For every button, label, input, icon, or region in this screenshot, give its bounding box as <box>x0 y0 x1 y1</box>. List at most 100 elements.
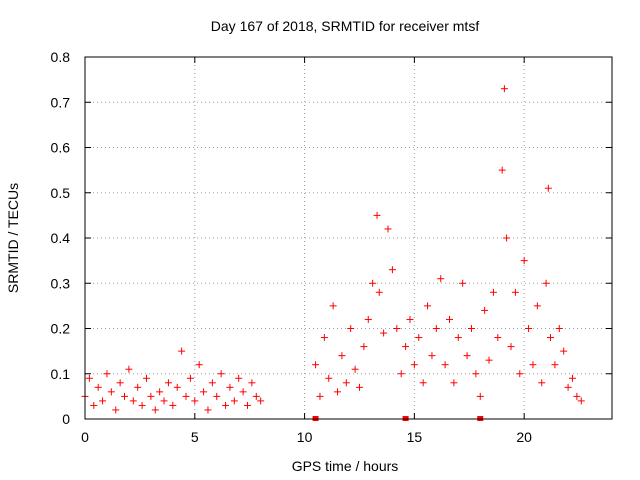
data-point <box>410 361 418 369</box>
data-point <box>151 406 159 414</box>
y-tick-label: 0.1 <box>51 366 71 382</box>
y-tick-labels: 0 0.1 0.2 0.3 0.4 0.5 0.6 0.7 0.8 <box>51 49 71 427</box>
data-point <box>388 266 396 274</box>
data-point <box>547 334 555 342</box>
data-point <box>507 343 515 351</box>
y-tick-label: 0.5 <box>51 185 71 201</box>
data-point <box>364 315 372 323</box>
x-tick-label: 20 <box>516 429 532 445</box>
data-point <box>107 388 115 396</box>
data-point <box>542 279 550 287</box>
data-point <box>134 383 142 391</box>
data-point <box>538 379 546 387</box>
data-point <box>195 361 203 369</box>
y-tick-label: 0.2 <box>51 321 71 337</box>
data-point <box>500 85 508 93</box>
data-point <box>463 352 471 360</box>
data-point <box>397 370 405 378</box>
data-point <box>226 383 234 391</box>
data-point <box>208 379 216 387</box>
x-tick-label: 15 <box>407 429 423 445</box>
data-point <box>160 397 168 405</box>
x-tick-label: 10 <box>297 429 313 445</box>
data-point <box>544 184 552 192</box>
y-tick-label: 0.8 <box>51 49 71 65</box>
data-point <box>573 392 581 400</box>
data-point <box>551 361 559 369</box>
data-point <box>186 374 194 382</box>
data-point <box>252 392 260 400</box>
data-point <box>243 401 251 409</box>
grid-layer <box>85 57 612 419</box>
data-point <box>116 379 124 387</box>
data-point <box>316 392 324 400</box>
data-point <box>342 379 350 387</box>
data-point <box>432 325 440 332</box>
data-point <box>338 352 346 360</box>
data-point <box>173 383 181 391</box>
data-point <box>459 279 467 287</box>
data-point <box>85 374 93 382</box>
y-tick-label: 0.4 <box>51 230 71 246</box>
data-point <box>178 347 186 355</box>
data-point <box>125 365 133 373</box>
data-point <box>498 166 506 174</box>
data-point <box>355 383 363 391</box>
data-point <box>334 388 342 396</box>
data-point <box>147 392 155 400</box>
x-tick-label: 5 <box>191 429 199 445</box>
data-point <box>112 406 120 414</box>
x-axis-title: GPS time / hours <box>292 458 399 474</box>
data-point <box>257 397 265 405</box>
data-point <box>533 302 541 310</box>
data-point <box>235 374 243 382</box>
data-point <box>520 257 528 265</box>
data-point <box>103 370 111 378</box>
data-point <box>489 288 497 296</box>
data-point <box>384 225 392 233</box>
data-point <box>481 306 489 314</box>
data-point <box>325 374 333 382</box>
data-point <box>564 383 572 391</box>
data-point <box>446 315 454 323</box>
data-point <box>182 392 190 400</box>
data-point <box>437 275 445 283</box>
data-point <box>402 343 410 351</box>
data-point <box>450 379 458 387</box>
data-point <box>138 401 146 409</box>
data-point <box>191 397 199 405</box>
data-point <box>213 392 221 400</box>
data-point <box>577 397 585 405</box>
data-point <box>121 392 129 400</box>
y-tick-label: 0.3 <box>51 275 71 291</box>
data-point <box>555 325 563 332</box>
data-point <box>164 379 172 387</box>
data-point <box>312 361 320 369</box>
y-axis-title: SRMTID / TECUs <box>5 183 21 293</box>
axis-ticks <box>84 56 612 420</box>
data-point <box>239 388 247 396</box>
data-point <box>248 379 256 387</box>
y-tick-label: 0.6 <box>51 140 71 156</box>
chart-title: Day 167 of 2018, SRMTID for receiver mts… <box>211 18 480 34</box>
data-point <box>503 234 511 242</box>
data-point <box>369 279 377 287</box>
data-point <box>375 288 383 296</box>
data-point <box>169 401 177 409</box>
data-point <box>347 325 355 332</box>
y-tick-label: 0.7 <box>51 94 71 110</box>
data-point <box>467 325 475 332</box>
data-point <box>320 334 328 342</box>
data-point <box>351 365 359 373</box>
data-point <box>360 343 368 351</box>
data-point <box>485 356 493 364</box>
data-point <box>494 334 502 342</box>
data-point <box>393 325 401 332</box>
data-point <box>142 374 150 382</box>
data-point <box>200 388 208 396</box>
x-tick-labels: 0 5 10 15 20 <box>81 429 532 445</box>
data-point <box>560 347 568 355</box>
data-point <box>406 315 414 323</box>
data-marks <box>81 85 585 421</box>
